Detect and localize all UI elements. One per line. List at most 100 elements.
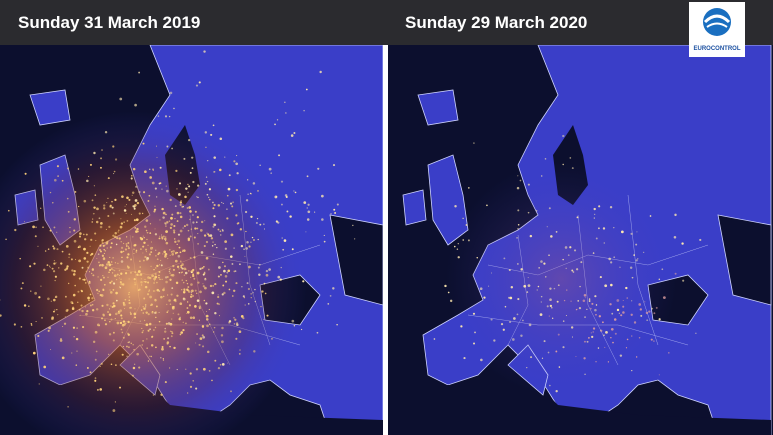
flight-dot [68, 253, 71, 256]
flight-dot [134, 103, 137, 107]
flight-dot [94, 194, 97, 196]
flight-dot [173, 231, 176, 234]
flight-dot [197, 243, 199, 245]
flight-dot [222, 202, 224, 204]
flight-dot [129, 306, 132, 309]
flight-dot [167, 294, 169, 296]
flight-dot [261, 290, 264, 293]
flight-dot [599, 276, 602, 279]
flight-dot [281, 237, 283, 239]
flight-dot [32, 225, 35, 229]
flight-dot [113, 274, 117, 277]
flight-dot [156, 281, 158, 284]
flight-dot [133, 252, 135, 255]
flight-dot [120, 222, 124, 225]
flight-dot [637, 258, 639, 260]
flight-dot [221, 293, 224, 296]
flight-dot [148, 290, 150, 293]
flight-dot [120, 314, 123, 317]
flight-dot [695, 332, 697, 335]
flight-dot [604, 284, 608, 288]
flight-dot [114, 317, 116, 320]
flight-dot [154, 290, 156, 292]
flight-dot [116, 299, 118, 302]
flight-dot [92, 274, 95, 277]
flight-dot [172, 264, 175, 268]
flight-dot [172, 268, 175, 271]
flight-dot [263, 282, 266, 285]
flight-dot [549, 287, 552, 290]
flight-dot [314, 211, 316, 213]
flight-dot [119, 386, 121, 389]
flight-dot [662, 296, 666, 300]
flight-dot [130, 177, 133, 180]
flight-dot [60, 262, 63, 265]
flight-dot [232, 201, 234, 204]
flight-dot [119, 274, 121, 277]
flight-dot [44, 250, 47, 252]
flight-dot [42, 226, 44, 229]
flight-dot [123, 283, 125, 285]
flight-dot [182, 297, 186, 301]
flight-dot [444, 284, 447, 288]
flight-dot [147, 200, 150, 202]
flight-dot [155, 316, 157, 319]
flight-dot [291, 248, 294, 251]
flight-dot [67, 406, 69, 408]
flight-dot [66, 197, 69, 200]
flight-dot [69, 231, 71, 233]
flight-dot [30, 322, 33, 325]
flight-dot [113, 269, 116, 272]
flight-dot [142, 191, 146, 194]
flight-dot [115, 278, 118, 281]
flight-dot [155, 249, 157, 251]
flight-dot [457, 242, 459, 245]
flight-dot [456, 248, 459, 250]
flight-dot [143, 307, 145, 310]
flight-dot [80, 290, 84, 293]
flight-dot [73, 229, 76, 232]
flight-dot [151, 181, 155, 185]
flight-dot [645, 311, 649, 315]
flight-dot [150, 241, 153, 243]
flight-dot [52, 247, 56, 250]
flight-dot [182, 321, 184, 323]
flight-dot [94, 232, 97, 235]
flight-dot [124, 298, 127, 301]
flight-dot [121, 353, 124, 356]
flight-dot [7, 209, 10, 212]
flight-dot [206, 318, 209, 321]
flight-dot [567, 254, 570, 256]
flight-dot [607, 361, 610, 363]
flight-dot [185, 322, 187, 325]
flight-dot [185, 187, 188, 190]
flight-dot [148, 289, 150, 291]
flight-dot [595, 237, 598, 240]
flight-dot [195, 368, 199, 371]
flight-dot [101, 240, 103, 242]
flight-dot [229, 202, 233, 205]
flight-dot [268, 167, 272, 171]
flight-dot [107, 177, 110, 180]
flight-dot [83, 257, 87, 260]
flight-dot [257, 190, 259, 192]
flight-dot [85, 312, 88, 316]
flight-dot [447, 291, 450, 294]
flight-dot [305, 231, 307, 233]
flight-dot [83, 278, 86, 281]
flight-dot [449, 299, 453, 303]
flight-dot [239, 263, 241, 266]
flight-dot [129, 311, 132, 314]
flight-dot [511, 338, 515, 341]
flight-dot [169, 249, 171, 251]
flight-dot [202, 367, 206, 371]
flight-dot [138, 212, 141, 215]
flight-dot [100, 250, 102, 253]
flight-dot [257, 238, 259, 241]
flight-dot [96, 257, 98, 260]
flight-dot [245, 199, 249, 202]
flight-dot [622, 305, 625, 308]
flight-dot [535, 209, 538, 212]
flight-dot [66, 167, 69, 170]
flight-dot [113, 173, 115, 175]
